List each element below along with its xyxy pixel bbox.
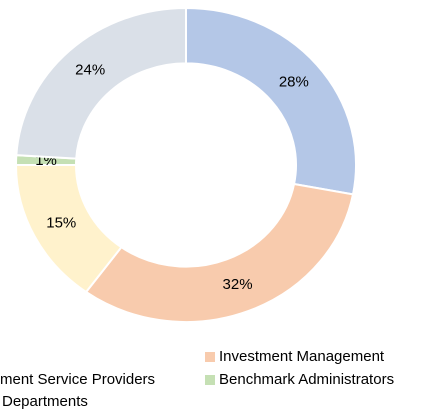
data-label: 15%: [46, 215, 76, 232]
donut-segment: [15, 6, 187, 160]
donut-segment: [84, 182, 355, 323]
legend-label: Benchmark Administrators: [219, 371, 394, 388]
data-label: 28%: [279, 74, 309, 91]
legend-label: Departments: [2, 393, 88, 410]
donut-segment: [185, 6, 357, 196]
legend-swatch: [205, 375, 215, 385]
data-label: 32%: [223, 276, 253, 293]
legend-label: Investment Management: [219, 348, 385, 365]
legend-label: ment Service Providers: [0, 371, 155, 388]
legend-swatch: [205, 352, 215, 362]
data-label: 24%: [75, 62, 105, 79]
